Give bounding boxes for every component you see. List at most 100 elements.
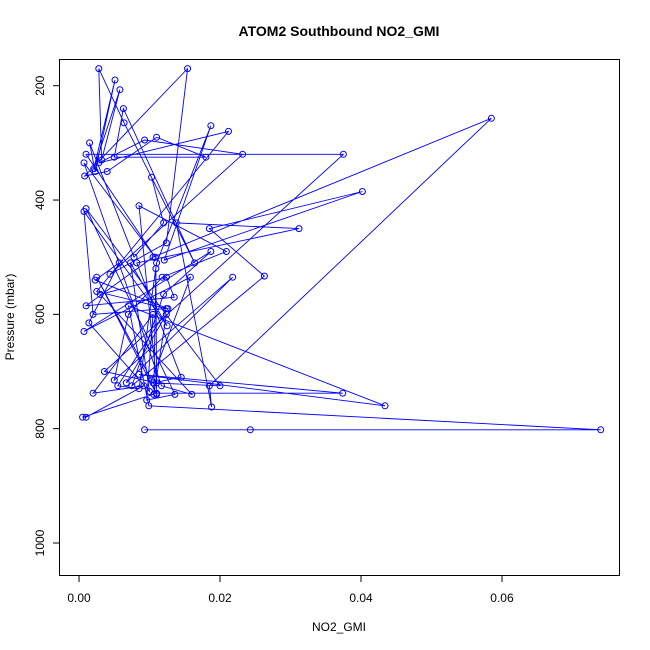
data-point	[128, 382, 136, 390]
data-point	[225, 127, 232, 135]
data-point	[208, 403, 216, 411]
data-point	[116, 86, 124, 94]
data-point	[91, 276, 99, 284]
data-point	[114, 382, 122, 390]
data-point	[127, 259, 134, 267]
data-point	[91, 168, 99, 175]
data-point	[149, 310, 157, 318]
series-0	[79, 65, 605, 434]
data-point	[295, 225, 303, 233]
data-point	[98, 156, 106, 164]
data-point	[81, 172, 89, 180]
x-axis-label: NO2_GMI	[312, 620, 366, 634]
data-point	[171, 390, 179, 398]
data-point	[170, 293, 178, 301]
data-point	[339, 150, 347, 158]
data-point	[148, 376, 156, 384]
y-tick-label: 200	[33, 75, 47, 95]
data-point	[80, 208, 88, 215]
series-layer	[79, 65, 605, 434]
data-point	[79, 413, 87, 421]
data-point	[162, 305, 170, 313]
data-point	[82, 413, 90, 421]
data-point	[85, 319, 93, 327]
data-point	[122, 379, 130, 387]
data-point	[188, 390, 196, 398]
data-point	[162, 239, 170, 247]
data-point	[86, 139, 94, 147]
data-point	[172, 219, 180, 227]
y-tick-label: 600	[33, 304, 47, 324]
data-point	[222, 248, 230, 255]
data-point	[358, 188, 366, 195]
data-point	[135, 202, 143, 210]
data-point	[158, 273, 166, 281]
data-point	[229, 273, 237, 281]
data-point	[153, 133, 161, 141]
data-point	[141, 136, 149, 144]
data-point	[162, 273, 170, 281]
data-point	[106, 270, 114, 278]
data-point	[207, 122, 215, 130]
x-tick-label: 0.00	[67, 591, 91, 605]
x-tick-label: 0.02	[208, 591, 232, 605]
data-point	[205, 382, 213, 390]
data-point	[130, 253, 138, 261]
data-point	[111, 76, 119, 84]
data-point	[205, 225, 213, 233]
data-point	[80, 159, 88, 167]
data-point	[80, 328, 88, 335]
data-point	[124, 310, 132, 318]
data-point	[89, 310, 97, 318]
data-point	[82, 150, 90, 158]
data-point	[487, 114, 495, 122]
data-point	[82, 302, 90, 310]
data-point	[177, 373, 185, 381]
data-point	[149, 253, 157, 261]
data-point	[186, 273, 194, 281]
data-point	[597, 426, 605, 434]
data-point	[239, 150, 247, 158]
data-point	[124, 302, 132, 310]
data-point	[184, 65, 192, 73]
data-point	[110, 153, 118, 161]
data-point	[100, 368, 108, 375]
data-point	[135, 385, 143, 393]
data-point	[141, 426, 149, 434]
data-point	[191, 259, 199, 267]
y-tick-label: 1000	[33, 529, 47, 556]
data-point	[120, 119, 128, 127]
data-point	[95, 65, 103, 73]
data-point	[160, 256, 168, 264]
data-point	[103, 168, 111, 175]
data-point	[143, 396, 151, 404]
x-tick-label: 0.06	[490, 591, 514, 605]
data-point	[207, 248, 215, 255]
x-tick-label: 0.04	[349, 591, 373, 605]
y-tick-label: 400	[33, 190, 47, 210]
y-tick-label: 800	[33, 418, 47, 438]
data-point	[246, 426, 254, 434]
data-point	[260, 272, 268, 280]
data-point	[135, 370, 143, 378]
data-point	[216, 382, 224, 390]
data-point	[110, 376, 118, 384]
data-point	[89, 389, 97, 397]
data-point	[93, 288, 101, 295]
data-point	[119, 105, 127, 113]
data-point	[163, 322, 171, 330]
y-axis: 200 400 600 800 1000	[33, 75, 60, 556]
data-point	[146, 388, 153, 395]
data-point	[115, 259, 123, 267]
plot-frame	[59, 59, 620, 576]
data-point	[202, 153, 210, 161]
data-point	[153, 390, 161, 398]
data-point	[339, 389, 347, 397]
data-point	[160, 219, 168, 227]
chart-title: ATOM2 Southbound NO2_GMI	[239, 23, 440, 39]
series-line	[82, 67, 601, 431]
data-point	[148, 173, 156, 181]
y-axis-label: Pressure (mbar)	[3, 274, 17, 361]
data-point	[381, 402, 389, 410]
